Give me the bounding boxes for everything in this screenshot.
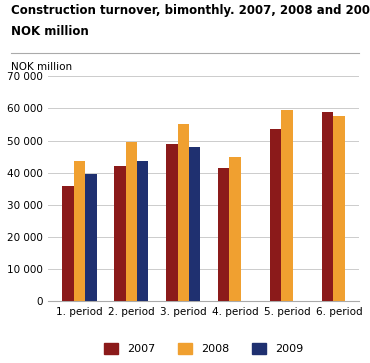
Bar <box>270 129 282 301</box>
Bar <box>178 125 189 301</box>
Text: NOK million: NOK million <box>11 25 89 38</box>
Text: Construction turnover, bimonthly. 2007, 2008 and 2009.: Construction turnover, bimonthly. 2007, … <box>11 4 370 17</box>
Bar <box>189 147 201 301</box>
Bar <box>166 144 178 301</box>
Text: NOK million: NOK million <box>11 62 72 72</box>
Bar <box>229 156 241 301</box>
Bar <box>85 174 97 301</box>
Bar <box>74 162 85 301</box>
Bar <box>218 168 229 301</box>
Bar <box>114 166 125 301</box>
Bar <box>333 117 345 301</box>
Bar <box>137 162 148 301</box>
Bar <box>322 111 333 301</box>
Bar <box>282 110 293 301</box>
Bar <box>125 142 137 301</box>
Legend: 2007, 2008, 2009: 2007, 2008, 2009 <box>104 343 303 354</box>
Bar <box>62 185 74 301</box>
